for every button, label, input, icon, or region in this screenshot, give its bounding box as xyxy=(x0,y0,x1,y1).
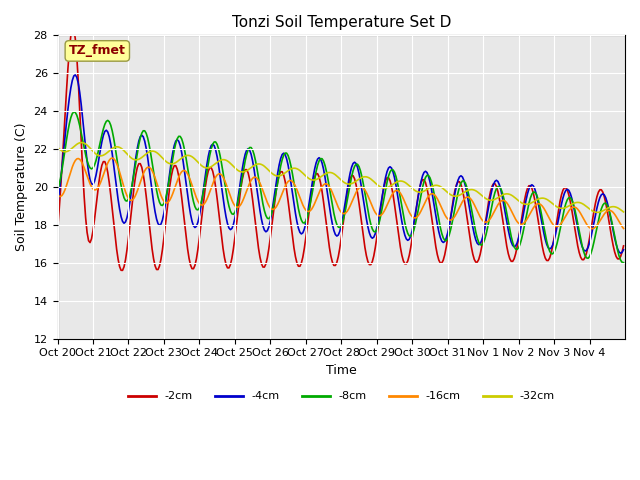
Y-axis label: Soil Temperature (C): Soil Temperature (C) xyxy=(15,123,28,251)
Title: Tonzi Soil Temperature Set D: Tonzi Soil Temperature Set D xyxy=(232,15,451,30)
Text: TZ_fmet: TZ_fmet xyxy=(69,45,125,58)
Legend: -2cm, -4cm, -8cm, -16cm, -32cm: -2cm, -4cm, -8cm, -16cm, -32cm xyxy=(124,387,559,406)
X-axis label: Time: Time xyxy=(326,364,356,377)
